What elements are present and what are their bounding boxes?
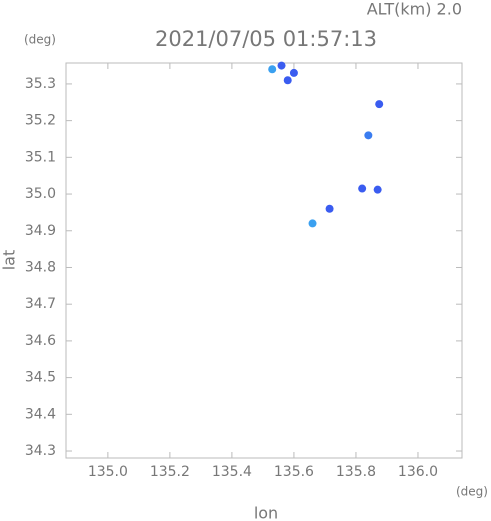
- y-tick-label: 35.0: [25, 186, 56, 202]
- echo-point: [325, 204, 334, 213]
- y-tick-label: 35.1: [25, 149, 56, 165]
- echo-point: [375, 100, 384, 109]
- y-tick-label: 34.4: [25, 406, 56, 422]
- echo-point: [373, 185, 382, 194]
- y-tick-label: 35.3: [25, 76, 56, 92]
- echo-point: [277, 61, 286, 70]
- x-tick-label: 135.6: [274, 464, 314, 480]
- y-tick-label: 34.9: [25, 223, 56, 239]
- altitude-label: ALT(km) 2.0: [367, 0, 462, 19]
- y-tick-label: 34.7: [25, 296, 56, 312]
- x-tick-label: 136.0: [398, 464, 438, 480]
- echo-point: [289, 68, 298, 77]
- echo-point: [283, 76, 292, 85]
- echo-point: [308, 219, 317, 228]
- y-unit: (deg): [24, 33, 56, 47]
- x-unit: (deg): [456, 485, 488, 499]
- x-tick-label: 135.2: [150, 464, 190, 480]
- echo-point: [358, 184, 367, 193]
- x-axis-label: lon: [254, 504, 278, 521]
- y-tick-label: 34.6: [25, 333, 56, 349]
- echo-point: [364, 131, 373, 140]
- y-tick-label: 35.2: [25, 113, 56, 129]
- y-tick-label: 34.8: [25, 259, 56, 275]
- plot-frame: [65, 62, 463, 459]
- echo-point: [268, 65, 277, 74]
- x-tick-label: 135.0: [88, 464, 128, 480]
- y-axis-label: lat: [0, 250, 19, 271]
- x-tick-label: 135.8: [336, 464, 376, 480]
- y-tick-label: 34.3: [25, 443, 56, 459]
- chart-title: 2021/07/05 01:57:13: [155, 27, 377, 51]
- y-tick-label: 34.5: [25, 370, 56, 386]
- x-tick-label: 135.4: [212, 464, 252, 480]
